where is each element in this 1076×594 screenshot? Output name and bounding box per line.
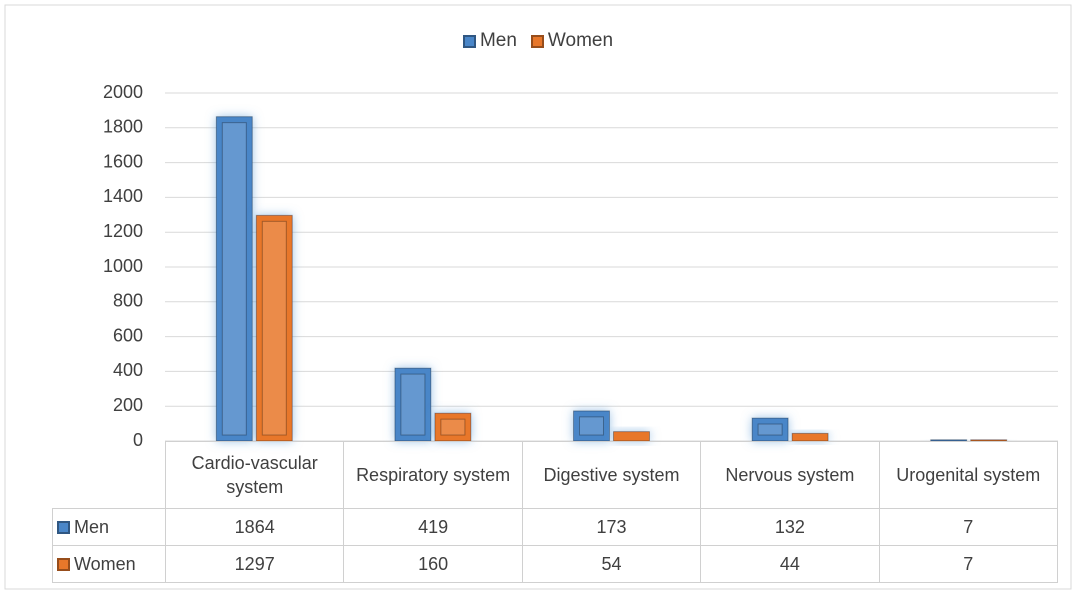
bar-bevel: [221, 122, 247, 436]
row-label: Men: [74, 517, 110, 537]
x-tick-label: Urogenital system: [878, 441, 1059, 509]
legend-swatch: [462, 34, 476, 48]
bar: [791, 432, 829, 442]
data-cell: 1864: [164, 508, 345, 546]
legend-item: Women: [530, 30, 614, 52]
data-cell: 419: [343, 508, 523, 546]
bar-group: [255, 214, 293, 442]
bar-group: [613, 431, 650, 442]
frame: [4, 4, 1072, 590]
bar-bevel: [757, 423, 783, 436]
bar-group: [394, 367, 432, 442]
y-tick-label: 1600: [103, 151, 143, 171]
bar-group: [791, 432, 829, 442]
x-tick-label: Nervous system: [700, 441, 880, 509]
bar-group: [215, 116, 253, 442]
data-cell: 173: [521, 508, 702, 546]
bar-bevel: [261, 220, 287, 436]
x-tick-label: Respiratory system: [343, 441, 523, 509]
x-tick-label: Digestive system: [521, 441, 702, 509]
y-tick-label: 0: [133, 430, 143, 450]
data-cell: 160: [343, 545, 523, 583]
data-cell: 1297: [164, 545, 345, 583]
legend-label: Men: [479, 30, 517, 51]
corner: [52, 441, 166, 509]
data-table: Cardio-vascular system Respiratory system…: [52, 441, 1059, 583]
y-tick-label: 800: [113, 291, 143, 311]
y-tick-label: 400: [113, 360, 143, 380]
data-cell: 7: [878, 508, 1059, 546]
data-cell: 132: [700, 508, 880, 546]
data-cell: 7: [878, 545, 1059, 583]
y-tick-label: 1200: [103, 221, 143, 241]
legend-swatch: [530, 34, 544, 48]
series-row: Men 1864 419 173 132 7: [52, 508, 1059, 546]
bar-bevel: [440, 418, 466, 436]
legend: Men Women: [0, 30, 1076, 52]
x-tick-label: Cardio-vascular system: [164, 441, 345, 509]
y-tick-label: 200: [113, 395, 143, 415]
y-tick-label: 1400: [103, 186, 143, 206]
legend-item: Men: [462, 30, 517, 52]
y-tick-label: 2000: [103, 82, 143, 102]
y-tick-label: 1000: [103, 256, 143, 276]
category-row: Cardio-vascular system Respiratory system…: [52, 441, 1059, 509]
data-cell: 44: [700, 545, 880, 583]
legend-label: Women: [547, 30, 614, 51]
bar-group: [751, 417, 789, 442]
legend-swatch: [57, 521, 70, 534]
bar-bevel: [579, 416, 604, 436]
y-tick-label: 1800: [103, 117, 143, 137]
row-label: Women: [74, 554, 136, 574]
bar-bevel: [400, 373, 426, 436]
row-header: Men: [52, 508, 166, 546]
bar-group: [434, 412, 472, 442]
bar: [613, 431, 650, 442]
legend-swatch: [57, 558, 70, 571]
data-cell: 54: [521, 545, 702, 583]
y-tick-label: 600: [113, 325, 143, 345]
bar-group: [573, 410, 610, 442]
series-row: Women 1297 160 54 44 7: [52, 545, 1059, 583]
row-header: Women: [52, 545, 166, 583]
